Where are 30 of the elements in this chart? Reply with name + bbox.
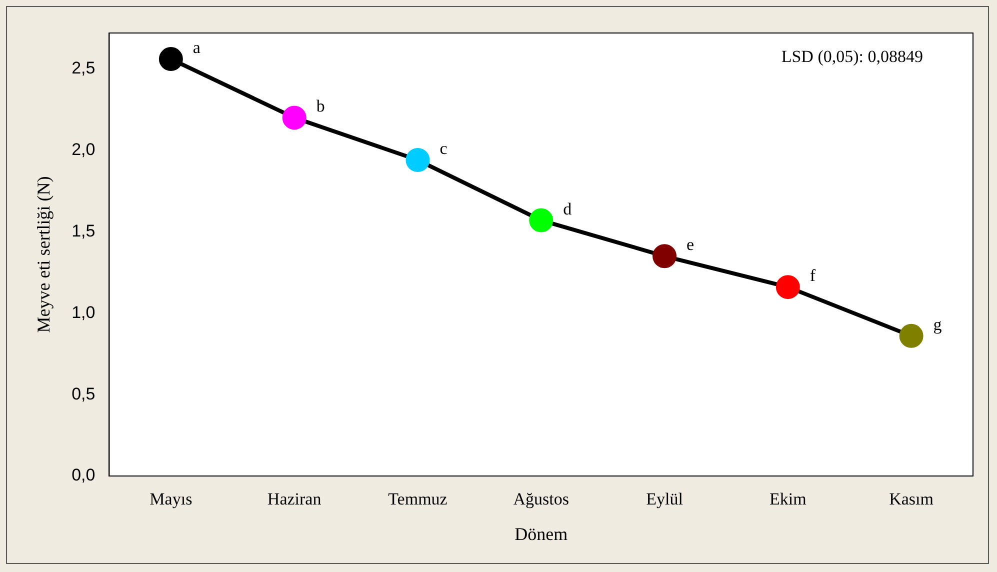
y-tick-label: 1,0 xyxy=(72,302,96,322)
x-tick-label: Ağustos xyxy=(513,490,569,509)
y-tick-label: 0,0 xyxy=(72,466,96,485)
annotation: b xyxy=(316,96,325,116)
annotation: g xyxy=(933,314,942,334)
y-axis-title: Meyve eti sertliği (N) xyxy=(34,176,54,333)
point xyxy=(158,47,183,72)
point xyxy=(529,208,554,232)
x-tick-label: Temmuz xyxy=(388,490,448,509)
x-tick-label: Kasım xyxy=(889,490,934,509)
annotation: LSD (0,05): 0,08849 xyxy=(781,46,923,66)
x-axis-title: Dönem xyxy=(514,524,568,544)
point xyxy=(282,106,306,130)
annotation: a xyxy=(192,38,201,58)
point xyxy=(776,275,800,300)
y-tick-label: 1,5 xyxy=(72,221,96,240)
annotation: c xyxy=(440,139,448,158)
point xyxy=(652,244,677,268)
y-tick-label: 2,0 xyxy=(72,140,96,159)
x-tick-label: Eylül xyxy=(646,490,684,509)
x-tick-label: Mayıs xyxy=(150,490,192,509)
y-tick-label: 0,5 xyxy=(72,384,96,404)
annotation: e xyxy=(686,235,694,254)
point xyxy=(406,148,430,172)
annotation: d xyxy=(563,199,572,218)
annotation: f xyxy=(810,266,816,286)
y-tick-label: 2,5 xyxy=(72,58,96,78)
point xyxy=(899,324,924,348)
x-tick-label: Haziran xyxy=(267,490,322,509)
x-tick-label: Ekim xyxy=(769,490,806,509)
